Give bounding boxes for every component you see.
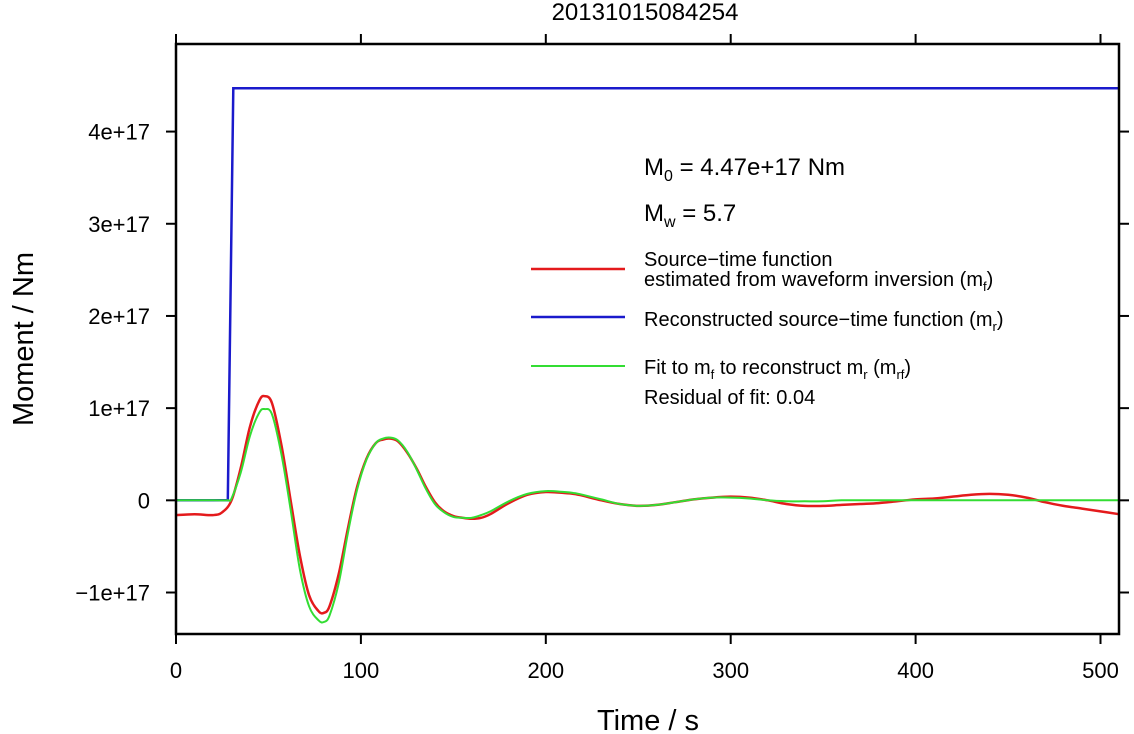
x-tick-label: 500	[1082, 658, 1119, 683]
mw-symbol: M	[644, 200, 664, 227]
legend-recon-close: )	[997, 309, 1004, 331]
m0-value: = 4.47e+17 Nm	[673, 154, 845, 181]
legend-fit-sub1: f	[711, 367, 715, 382]
mw-subscript: w	[663, 214, 676, 231]
mw-annotation: Mw = 5.7	[644, 200, 736, 231]
legend-fit-text3: (m	[868, 357, 897, 379]
x-tick-label: 0	[170, 658, 182, 683]
legend-source-line2-text: estimated from waveform inversion (m	[644, 269, 983, 291]
y-tick-label: 1e+17	[88, 396, 150, 421]
legend-label-source-time-line1: Source−time function	[644, 249, 832, 271]
residual-annotation: Residual of fit: 0.04	[644, 387, 815, 409]
legend-fit-text2: to reconstruct m	[714, 357, 863, 379]
x-tick-label: 400	[897, 658, 934, 683]
m0-subscript: 0	[664, 168, 673, 185]
legend: Source−time function estimated from wave…	[531, 249, 1004, 409]
legend-recon-sub: r	[993, 319, 998, 334]
chart-title: 20131015084254	[552, 0, 739, 26]
y-tick-label: −1e+17	[75, 581, 150, 606]
legend-source-line2-close: )	[987, 269, 994, 291]
x-tick-label: 300	[712, 658, 749, 683]
y-tick-label: 4e+17	[88, 120, 150, 145]
y-tick-label: 2e+17	[88, 304, 150, 329]
legend-fit-text1: Fit to m	[644, 357, 711, 379]
m0-symbol: M	[644, 154, 664, 181]
legend-recon-text: Reconstructed source−time function (m	[644, 309, 993, 331]
legend-fit-close: )	[904, 357, 911, 379]
y-tick-label: 3e+17	[88, 212, 150, 237]
plot-frame	[174, 42, 1121, 636]
x-tick-label: 200	[527, 658, 564, 683]
x-axis-label: Time / s	[597, 705, 699, 734]
ticks-layer: 0 100 200 300 400 500 −1e+17 0 1e+17 2e+17 3e+17 4e…	[75, 34, 1129, 683]
x-tick-label: 100	[343, 658, 380, 683]
mw-value: = 5.7	[676, 200, 737, 227]
m0-annotation: M0 = 4.47e+17 Nm	[644, 154, 845, 185]
series-layer	[175, 87, 1120, 624]
legend-label-source-time-line2: estimated from waveform inversion (mf)	[644, 269, 993, 294]
legend-fit-sub3: rf	[896, 367, 904, 382]
series-fit-line	[176, 407, 1119, 624]
legend-source-line2-sub: f	[983, 279, 987, 294]
y-axis-label: Moment / Nm	[8, 252, 40, 426]
legend-label-reconstructed: Reconstructed source−time function (mr)	[644, 309, 1004, 334]
legend-label-fit: Fit to mf to reconstruct mr (mrf)	[644, 357, 911, 382]
y-tick-label: 0	[138, 488, 150, 513]
legend-fit-sub2: r	[863, 367, 868, 382]
